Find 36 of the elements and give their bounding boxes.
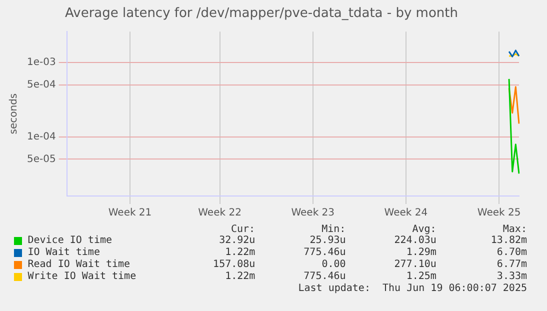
x-tick-label: Week 24 — [384, 208, 428, 219]
text: 224.03u — [393, 235, 436, 247]
text: 775.46u — [302, 271, 346, 283]
x-tick-label: Week 21 — [108, 208, 152, 219]
text: 1.25m — [405, 271, 436, 283]
legend-label: Device IO time — [28, 235, 114, 247]
y-tick-label: 5e-05 — [26, 154, 56, 165]
y-tick-label: 1e-03 — [26, 57, 56, 68]
legend-label: Write IO Wait time — [28, 271, 138, 283]
y-tick-label: 5e-04 — [26, 79, 56, 90]
text: 0.00 — [320, 259, 346, 271]
text: Avg: — [411, 224, 436, 235]
text: 32.92u — [218, 235, 256, 247]
text: 1.22m — [224, 271, 256, 283]
text: 157.08u — [212, 259, 256, 271]
text: Last update: Thu Jun 19 06:00:07 2025 — [297, 283, 527, 294]
text: 13.82m — [490, 235, 528, 247]
text: Min: — [320, 224, 346, 235]
text: Max: — [502, 224, 527, 235]
text: 25.93u — [308, 235, 346, 247]
text: 3.33m — [496, 271, 528, 283]
y-axis-title: seconds — [8, 93, 20, 134]
x-tick-label: Week 22 — [198, 208, 242, 219]
text: 775.46u — [302, 247, 346, 259]
x-tick-label: Week 23 — [291, 208, 335, 219]
text: 6.77m — [496, 259, 528, 271]
text: 1.22m — [224, 247, 256, 259]
x-tick-label: Week 25 — [477, 208, 521, 219]
text: 277.10u — [393, 259, 436, 271]
text: Cur: — [230, 224, 256, 235]
legend-label: Read IO Wait time — [28, 259, 132, 271]
y-tick-label: 1e-04 — [26, 131, 56, 142]
chart-title: Average latency for /dev/mapper/pve-data_tdata - by month — [65, 6, 458, 22]
text: 1.29m — [405, 247, 436, 259]
legend-label: IO Wait time — [28, 247, 101, 259]
text: 6.70m — [496, 247, 528, 259]
